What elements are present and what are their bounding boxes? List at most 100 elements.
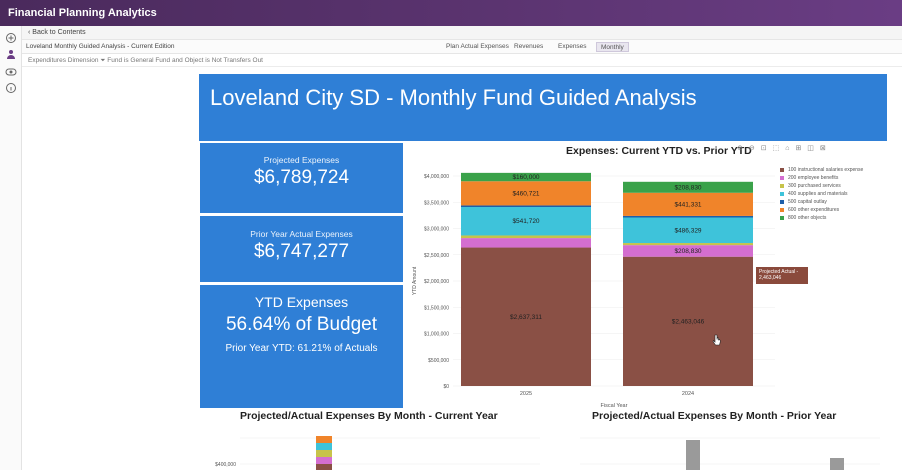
x-tick-label: 2025 — [520, 391, 532, 397]
legend-swatch — [780, 216, 784, 220]
chart-tooltip: Projected Actual - 2,463,046 — [756, 267, 808, 284]
kpi-ytd-sub: Prior Year YTD: 61.21% of Actuals — [225, 343, 378, 354]
legend-item[interactable]: 300 purchased services — [780, 182, 890, 190]
kpi-prior-year-expenses: Prior Year Actual Expenses $6,747,277 — [200, 216, 403, 282]
legend-swatch — [780, 168, 784, 172]
legend-label: 600 other expenditures — [788, 207, 840, 213]
legend-swatch — [780, 208, 784, 212]
tab-revenues[interactable]: Revenues — [514, 43, 544, 50]
kpi-ytd-heading: YTD Expenses — [254, 294, 349, 310]
filter-icon[interactable]: ⏷ — [100, 57, 108, 64]
bar-segment — [461, 238, 591, 248]
kpi-prior-value: $6,747,277 — [253, 241, 350, 262]
bar-segment — [316, 450, 332, 457]
data-label: $160,000 — [512, 174, 539, 181]
left-rail — [0, 26, 22, 470]
kpi-ytd-value: 56.64% of Budget — [225, 314, 378, 335]
y-tick-label: $1,500,000 — [424, 305, 449, 311]
kpi-projected-label: Projected Expenses — [263, 155, 340, 165]
legend-swatch — [780, 192, 784, 196]
filter-value[interactable]: Fund is General Fund and Object is Not T… — [107, 57, 263, 64]
legend-swatch — [780, 200, 784, 204]
report-tab-bar: Loveland Monthly Guided Analysis - Curre… — [22, 40, 902, 54]
legend-item[interactable]: 100 instructional salaries expense — [780, 166, 890, 174]
add-icon[interactable] — [5, 32, 17, 44]
x-axis-label: Fiscal Year — [601, 403, 628, 409]
x-tick-label: 2024 — [682, 391, 694, 397]
bar-segment — [316, 443, 332, 450]
bar-segment — [461, 172, 591, 182]
ytd-stacked-bar-chart: $0 $500,000 $1,000,000 $1,500,000 $2,000,000… — [412, 172, 775, 409]
dashboard-title: Loveland City SD - Monthly Fund Guided A… — [199, 74, 887, 141]
bar-segment — [461, 181, 591, 206]
kpi-ytd-expenses: YTD Expenses 56.64% of Budget Prior Year… — [200, 285, 403, 408]
legend-item[interactable]: 800 other objects — [780, 214, 890, 222]
bar-segment — [623, 243, 753, 246]
user-icon[interactable] — [5, 48, 17, 60]
report-name: Loveland Monthly Guided Analysis - Curre… — [26, 43, 175, 50]
mouse-cursor-icon — [712, 333, 722, 346]
bar-segment — [623, 215, 753, 218]
legend-label: 200 employee benefits — [788, 175, 839, 181]
legend-item[interactable]: 500 capital outlay — [780, 198, 890, 206]
back-bar: ‹ Back to Contents — [22, 26, 902, 40]
chevron-left-icon: ‹ — [28, 29, 33, 36]
bar-segment — [623, 245, 753, 257]
chart-monthly-current-title: Projected/Actual Expenses By Month - Cur… — [240, 410, 498, 422]
bar-segment — [316, 457, 332, 464]
kpi-prior-label: Prior Year Actual Expenses — [250, 229, 353, 239]
bar-segment — [623, 217, 753, 244]
back-link[interactable]: ‹ Back to Contents — [28, 29, 86, 36]
bar-segment — [623, 192, 753, 216]
y-tick-label: $2,000,000 — [424, 279, 449, 285]
y-tick-label: $4,000,000 — [424, 174, 449, 180]
bar-segment — [623, 181, 753, 193]
data-label: $441,331 — [674, 201, 701, 208]
legend-swatch — [780, 184, 784, 188]
chart-ytd-title: Expenses: Current YTD vs. Prior YTD — [566, 145, 752, 157]
bar-segment — [316, 464, 332, 470]
y-tick-label: $2,500,000 — [424, 253, 449, 259]
bar-segment — [316, 436, 332, 443]
view-icon[interactable] — [5, 66, 17, 78]
legend-label: 400 supplies and materials — [788, 191, 848, 197]
y-tick-label: $400,000 — [215, 462, 236, 468]
data-label: $208,830 — [674, 184, 701, 191]
bar-segment — [686, 440, 700, 470]
legend-item[interactable]: 600 other expenditures — [780, 206, 890, 214]
legend-label: 800 other objects — [788, 215, 827, 221]
kpi-projected-value: $6,789,724 — [253, 167, 350, 188]
data-label: $2,637,311 — [510, 314, 542, 321]
y-tick-label: $0 — [443, 384, 449, 390]
legend-item[interactable]: 400 supplies and materials — [780, 190, 890, 198]
monthly-charts-preview: $400,000 — [215, 436, 880, 470]
tab-expenses[interactable]: Expenses — [558, 43, 587, 50]
tab-plan-actual-expenses[interactable]: Plan Actual Expenses — [446, 43, 509, 50]
y-tick-label: $1,000,000 — [424, 332, 449, 338]
app-title: Financial Planning Analytics — [8, 7, 157, 19]
info-icon[interactable] — [5, 82, 17, 94]
bar-segment — [461, 207, 591, 236]
legend-item[interactable]: 200 employee benefits — [780, 174, 890, 182]
y-tick-label: $500,000 — [428, 358, 449, 364]
data-label: $486,329 — [674, 227, 701, 234]
legend-label: 300 purchased services — [788, 183, 841, 189]
chart-legend: 100 instructional salaries expense 200 em… — [780, 166, 890, 222]
chart-toolbar[interactable]: ⊕⊖⊡⬚⌂⊞◫⊠ — [737, 145, 832, 152]
legend-label: 100 instructional salaries expense — [788, 167, 864, 173]
app-title-bar: Financial Planning Analytics — [0, 0, 902, 26]
legend-label: 500 capital outlay — [788, 199, 827, 205]
filter-bar: Expenditures Dimension ⏷ Fund is General… — [22, 54, 902, 67]
data-label: $2,463,046 — [672, 318, 705, 325]
bar-segment — [461, 205, 591, 208]
kpi-projected-expenses: Projected Expenses $6,789,724 — [200, 143, 403, 213]
data-label: $460,721 — [512, 190, 539, 197]
bar-segment — [830, 458, 844, 470]
tab-monthly[interactable]: Monthly — [596, 42, 629, 52]
data-label: $208,830 — [674, 248, 701, 255]
chart-monthly-prior-title: Projected/Actual Expenses By Month - Pri… — [592, 410, 837, 422]
filter-label: Expenditures Dimension — [28, 57, 99, 64]
y-tick-label: $3,500,000 — [424, 200, 449, 206]
bar-segment — [623, 256, 753, 386]
data-label: $541,720 — [512, 218, 539, 225]
